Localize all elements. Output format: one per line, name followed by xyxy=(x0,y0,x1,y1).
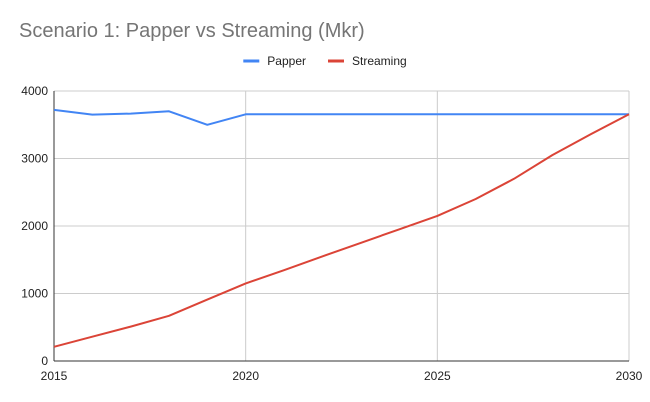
x-tick-label: 2020 xyxy=(232,369,259,383)
series-line-papper xyxy=(53,108,629,126)
series-lines xyxy=(53,108,630,348)
legend: Papper Streaming xyxy=(243,54,407,68)
x-tick-label: 2015 xyxy=(41,369,68,383)
y-tick-label: 1000 xyxy=(21,287,48,301)
legend-label-papper: Papper xyxy=(267,54,306,68)
x-tick-label: 2030 xyxy=(616,369,643,383)
chart-title: Scenario 1: Papper vs Streaming (Mkr) xyxy=(19,20,365,42)
y-tick-label: 0 xyxy=(41,354,48,368)
legend-label-streaming: Streaming xyxy=(352,54,407,68)
y-tick-label: 4000 xyxy=(21,84,48,98)
grid xyxy=(54,90,630,361)
x-tick-label: 2025 xyxy=(424,369,451,383)
y-tick-label: 3000 xyxy=(21,152,48,166)
y-tick-label: 2000 xyxy=(21,219,48,233)
axes: 0 1000 2000 3000 4000 2015 2020 2025 2030 xyxy=(21,84,642,383)
series-line-streaming xyxy=(53,113,630,348)
